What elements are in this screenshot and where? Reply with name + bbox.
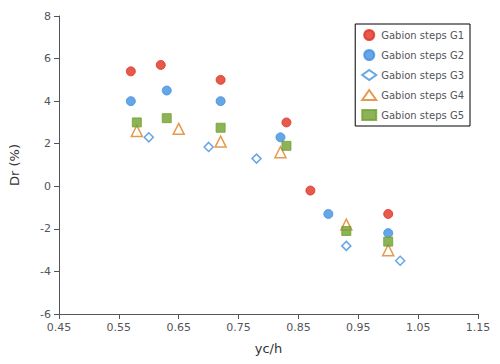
svg-text:4: 4 [44,95,51,108]
svg-text:Gabion steps G3: Gabion steps G3 [381,70,464,81]
svg-text:Gabion steps G1: Gabion steps G1 [381,30,464,41]
svg-text:0.95: 0.95 [346,321,371,334]
svg-text:yc/h: yc/h [255,341,282,356]
svg-text:Dr (%): Dr (%) [7,144,22,186]
svg-text:0.55: 0.55 [107,321,132,334]
svg-text:0.45: 0.45 [47,321,72,334]
svg-text:0.75: 0.75 [226,321,251,334]
svg-text:6: 6 [44,52,51,65]
svg-text:8: 8 [44,10,51,23]
svg-text:1.05: 1.05 [406,321,431,334]
svg-text:Gabion steps G5: Gabion steps G5 [381,110,464,121]
svg-text:-2: -2 [40,222,51,235]
svg-text:0.85: 0.85 [286,321,311,334]
svg-text:-6: -6 [40,308,51,321]
svg-text:1.15: 1.15 [466,321,491,334]
svg-text:Gabion steps G2: Gabion steps G2 [381,50,464,61]
svg-text:Gabion steps G4: Gabion steps G4 [381,90,464,101]
svg-text:0: 0 [44,180,51,193]
svg-text:0.65: 0.65 [166,321,191,334]
svg-text:2: 2 [44,137,51,150]
svg-text:-4: -4 [40,265,51,278]
